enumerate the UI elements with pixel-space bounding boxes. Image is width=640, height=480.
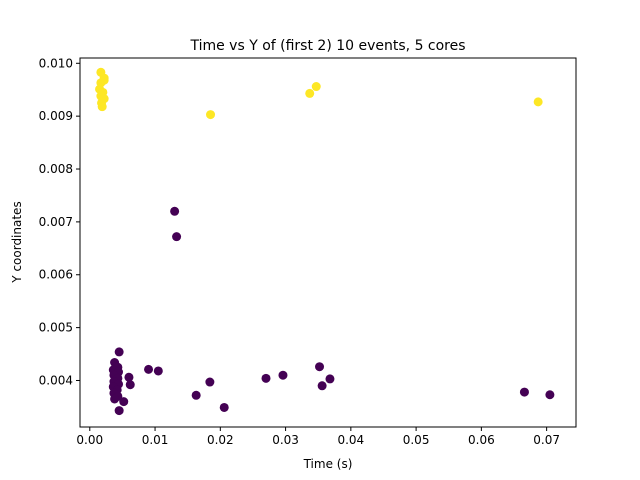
x-tick-label: 0.05 <box>403 433 430 447</box>
scatter-point <box>125 380 135 390</box>
x-tick-label: 0.06 <box>468 433 495 447</box>
x-axis-ticks: 0.00 0.01 0.02 0.03 0.04 0.05 0.06 0.07 <box>76 427 560 447</box>
chart-title: Time vs Y of (first 2) 10 events, 5 core… <box>189 38 465 54</box>
x-tick-label: 0.03 <box>272 433 299 447</box>
scatter-point <box>97 102 107 112</box>
scatter-point <box>172 232 182 242</box>
scatter-point <box>261 373 271 383</box>
scatter-point <box>153 366 163 376</box>
scatter-point <box>206 110 216 120</box>
y-tick-label: 0.008 <box>39 162 73 176</box>
scatter-point <box>315 362 325 372</box>
y-tick-label: 0.007 <box>39 215 73 229</box>
scatter-point <box>311 82 321 92</box>
scatter-point <box>110 394 120 404</box>
y-axis-label: Y coordinates <box>10 201 24 283</box>
scatter-point <box>278 370 288 380</box>
x-tick-label: 0.01 <box>142 433 169 447</box>
scatter-point <box>519 387 529 397</box>
y-tick-label: 0.006 <box>39 268 73 282</box>
y-tick-label: 0.005 <box>39 321 73 335</box>
y-tick-label: 0.004 <box>39 373 73 387</box>
y-tick-label: 0.010 <box>39 56 73 70</box>
scatter-point <box>114 347 124 357</box>
scatter-point <box>119 397 129 407</box>
points-layer <box>95 67 555 416</box>
scatter-point <box>191 390 201 400</box>
scatter-point <box>219 402 229 412</box>
scatter-point <box>533 97 543 107</box>
scatter-point <box>124 372 134 382</box>
scatter-point <box>317 381 327 391</box>
scatter-point <box>205 377 215 387</box>
scatter-point <box>170 206 180 216</box>
scatter-point <box>545 390 555 400</box>
y-tick-label: 0.009 <box>39 109 73 123</box>
x-axis-label: Time (s) <box>303 457 353 471</box>
x-tick-label: 0.07 <box>533 433 560 447</box>
x-tick-label: 0.02 <box>207 433 234 447</box>
scatter-point <box>114 406 124 416</box>
plot-frame <box>79 57 577 428</box>
scatter-point <box>305 88 315 98</box>
scatter-point <box>144 364 154 374</box>
x-tick-label: 0.00 <box>76 433 103 447</box>
scatter-point <box>325 374 335 384</box>
y-axis-ticks: 0.004 0.005 0.006 0.007 0.008 0.009 0.010 <box>39 56 80 387</box>
x-tick-label: 0.04 <box>337 433 364 447</box>
scatter-point <box>99 75 109 85</box>
